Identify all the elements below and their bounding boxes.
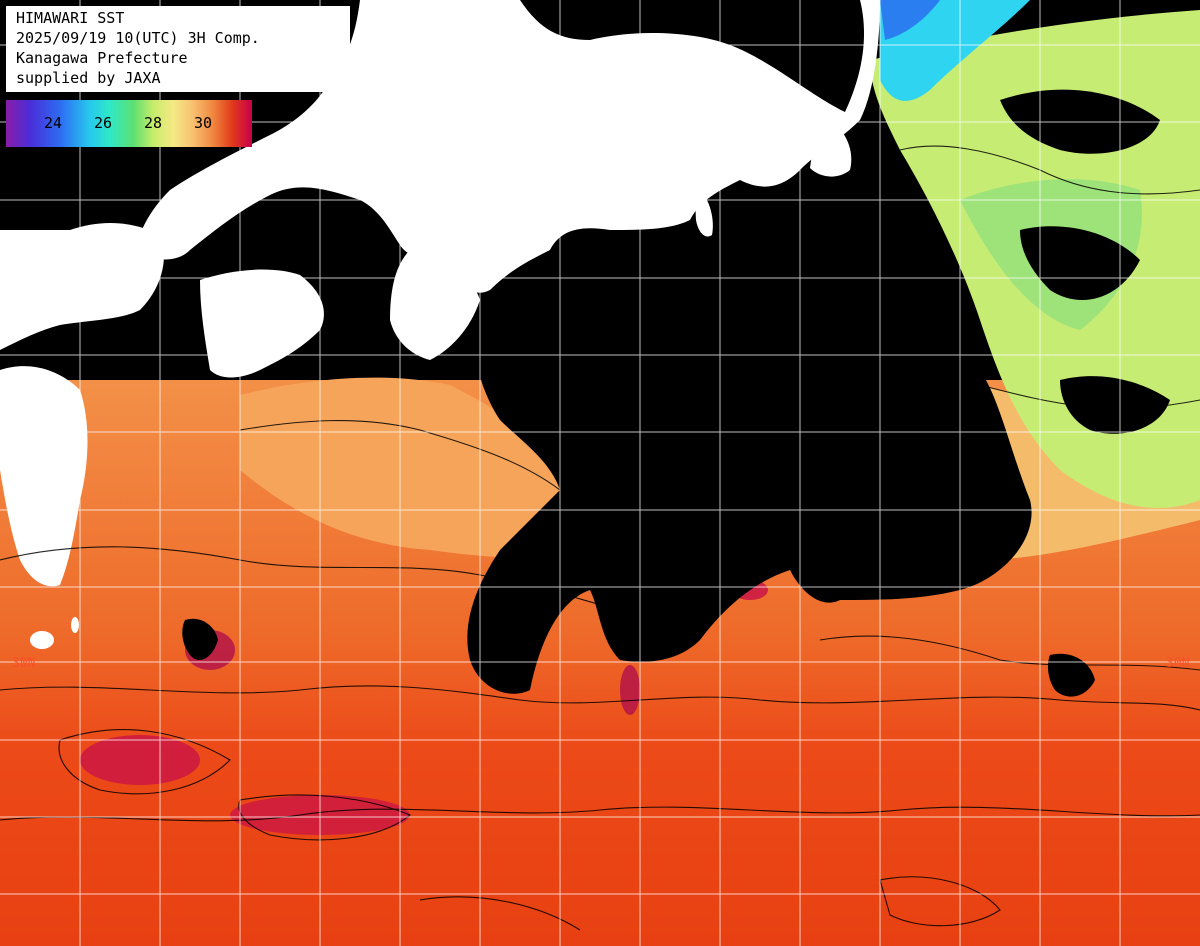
land-honshu	[135, 0, 880, 293]
cold-sea-region	[880, 0, 1030, 101]
cloud-mask	[520, 0, 864, 110]
contour-lines	[0, 145, 1200, 931]
cloud-mask	[1060, 376, 1170, 434]
land-shikoku	[200, 269, 324, 378]
info-box: HIMAWARI SST 2025/09/19 10(UTC) 3H Comp.…	[6, 6, 350, 92]
land-island	[71, 617, 79, 633]
hot-spot	[620, 665, 640, 715]
land-izu	[695, 190, 713, 237]
latitude-label-right: 30N	[1166, 656, 1189, 671]
cloud-mask	[182, 618, 218, 660]
data-credit: supplied by JAXA	[16, 69, 161, 87]
hot-spot	[80, 735, 200, 785]
timestamp: 2025/09/19 10(UTC) 3H Comp.	[16, 29, 260, 47]
product-title: HIMAWARI SST	[16, 9, 125, 27]
colorbar-tick-28: 28	[144, 114, 163, 132]
land-boso	[810, 120, 852, 177]
region-name: Kanagawa Prefecture	[16, 49, 188, 67]
land-chugoku	[0, 223, 164, 350]
colorbar-tick-26: 26	[94, 114, 113, 132]
colorbar-tick-30: 30	[194, 114, 213, 132]
latitude-label-left: 30N	[12, 656, 35, 671]
cloud-mask	[467, 232, 1032, 694]
temperature-colorbar: 24 26 28 30	[6, 100, 252, 147]
land-island	[30, 631, 54, 649]
cloud-mask	[1020, 226, 1140, 300]
cold-sea-core	[880, 0, 940, 40]
colorbar-tick-24: 24	[44, 114, 63, 132]
land-kyushu	[0, 366, 88, 587]
